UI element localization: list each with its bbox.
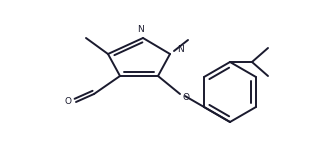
Text: N: N bbox=[177, 44, 183, 54]
Text: O: O bbox=[64, 97, 71, 107]
Text: N: N bbox=[138, 25, 144, 35]
Text: O: O bbox=[183, 92, 190, 102]
